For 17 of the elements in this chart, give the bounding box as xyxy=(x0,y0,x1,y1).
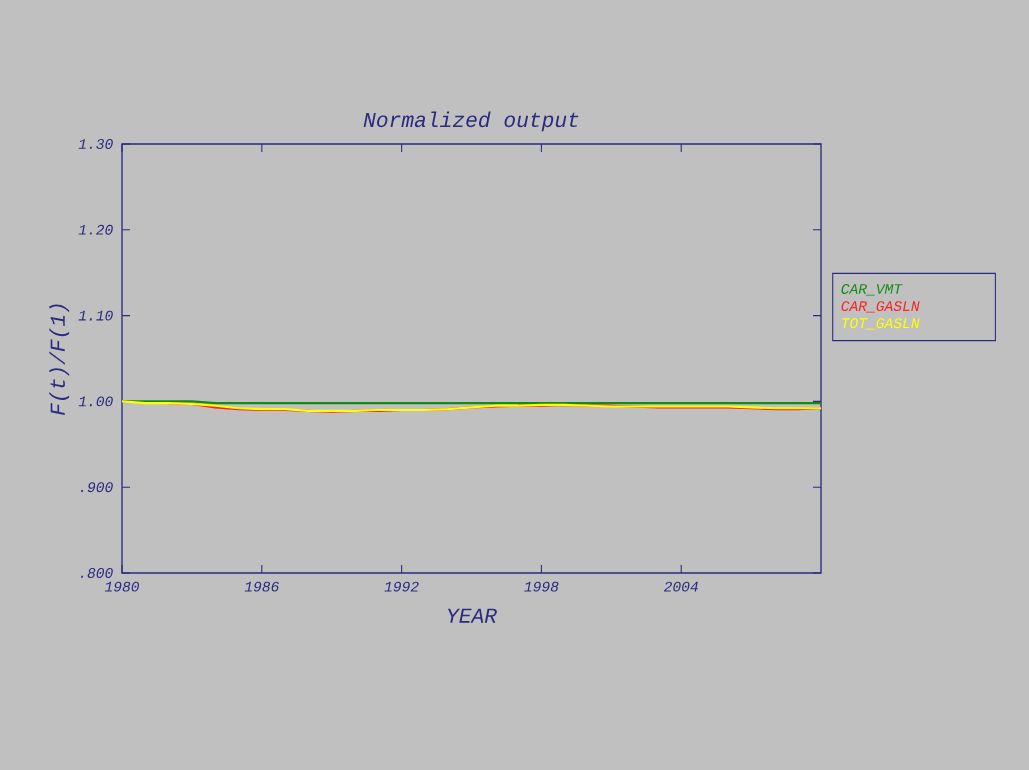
x-tick-label: 1980 xyxy=(104,581,140,592)
x-tick-label: 1992 xyxy=(384,581,419,592)
x-tick-label: 1986 xyxy=(244,581,279,592)
y-tick-label: 1.20 xyxy=(78,224,113,235)
chart-title: Normalized output xyxy=(363,111,579,132)
y-tick-label: 1.00 xyxy=(78,396,113,407)
x-axis-title: YEAR xyxy=(448,608,497,623)
y-axis-title: F(t)/F(1) xyxy=(49,304,70,415)
x-tick-label: 1998 xyxy=(524,581,559,592)
y-tick-label: 1.10 xyxy=(78,310,113,321)
y-tick-label: .800 xyxy=(81,568,113,578)
x-tick-label: 2004 xyxy=(663,581,698,592)
text: TOT_GASLN xyxy=(842,318,920,330)
text: CAR_GASLN xyxy=(841,301,920,313)
y-tick-label: 1.30 xyxy=(78,139,113,149)
text: CAR_VMT xyxy=(841,284,903,296)
y-tick-label: .900 xyxy=(81,482,113,493)
